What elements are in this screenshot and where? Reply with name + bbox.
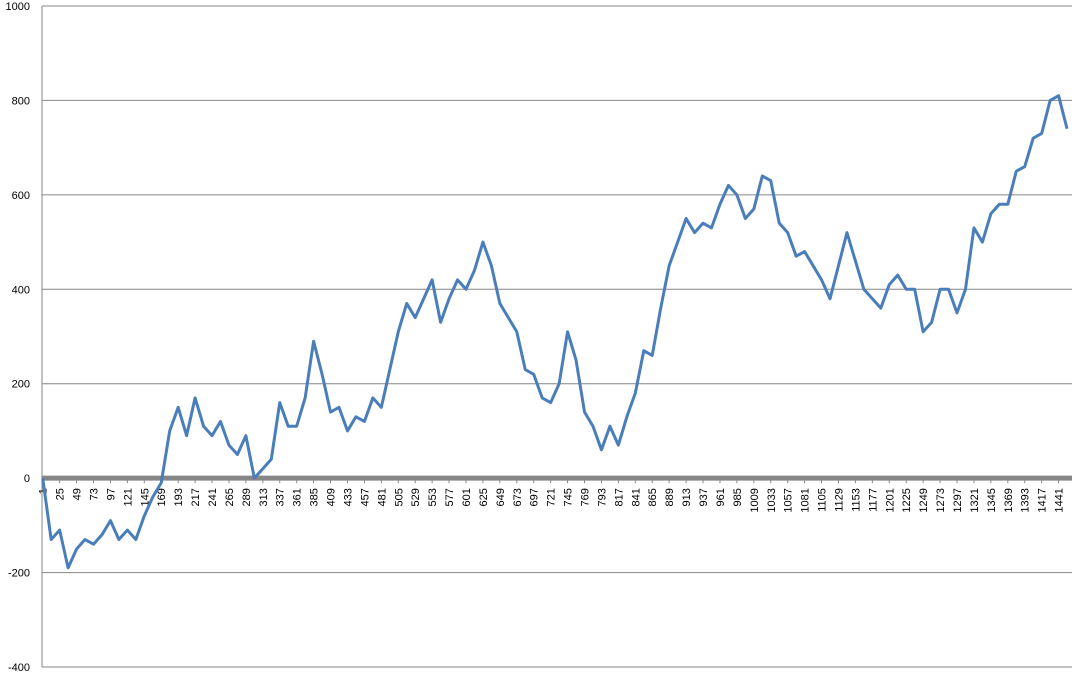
y-tick-label: 800 bbox=[12, 95, 30, 107]
x-tick-label: 889 bbox=[664, 488, 676, 506]
y-tick-label: 200 bbox=[12, 379, 30, 391]
x-tick-label: 121 bbox=[122, 488, 134, 506]
x-tick-label: 961 bbox=[715, 488, 727, 506]
x-tick-label: 817 bbox=[613, 488, 625, 506]
x-tick-label: 601 bbox=[461, 488, 473, 506]
x-tick-label: 649 bbox=[495, 488, 507, 506]
x-tick-label: 1297 bbox=[952, 488, 964, 512]
x-tick-label: 1249 bbox=[918, 488, 930, 512]
x-tick-label: 769 bbox=[580, 488, 592, 506]
x-tick-label: 385 bbox=[309, 488, 321, 506]
x-tick-label: 673 bbox=[512, 488, 524, 506]
x-tick-label: 529 bbox=[410, 488, 422, 506]
x-tick-label: 1153 bbox=[850, 488, 862, 512]
x-tick-label: 1129 bbox=[833, 488, 845, 512]
x-tick-label: 289 bbox=[241, 488, 253, 506]
x-tick-label: 241 bbox=[207, 488, 219, 506]
x-tick-label: 985 bbox=[732, 488, 744, 506]
x-tick-label: 625 bbox=[478, 488, 490, 506]
x-tick-label: 1033 bbox=[766, 488, 778, 512]
x-tick-label: 73 bbox=[89, 488, 101, 500]
x-tick-label: 745 bbox=[563, 488, 575, 506]
x-tick-label: 49 bbox=[72, 488, 84, 500]
y-tick-label: 400 bbox=[12, 284, 30, 296]
x-tick-label: 481 bbox=[376, 488, 388, 506]
x-tick-label: 433 bbox=[342, 488, 354, 506]
x-tick-label: 1321 bbox=[969, 488, 981, 512]
x-tick-label: 913 bbox=[681, 488, 693, 506]
x-tick-label: 1441 bbox=[1054, 488, 1066, 512]
x-tick-label: 457 bbox=[359, 488, 371, 506]
x-tick-label: 169 bbox=[156, 488, 168, 506]
x-tick-label: 1081 bbox=[800, 488, 812, 512]
x-tick-label: 505 bbox=[393, 488, 405, 506]
x-tick-label: 1057 bbox=[783, 488, 795, 512]
x-tick-label: 1009 bbox=[749, 488, 761, 512]
x-tick-label: 1201 bbox=[884, 488, 896, 512]
x-tick-label: 697 bbox=[529, 488, 541, 506]
x-tick-label: 577 bbox=[444, 488, 456, 506]
x-tick-label: 553 bbox=[427, 488, 439, 506]
y-tick-label: 600 bbox=[12, 190, 30, 202]
x-tick-label: 1417 bbox=[1037, 488, 1049, 512]
x-tick-label: 145 bbox=[139, 488, 151, 506]
x-tick-label: 721 bbox=[546, 488, 558, 506]
x-tick-label: 409 bbox=[326, 488, 338, 506]
x-tick-label: 1273 bbox=[935, 488, 947, 512]
x-tick-label: 937 bbox=[698, 488, 710, 506]
y-tick-label: 1000 bbox=[6, 1, 30, 13]
x-tick-label: 1225 bbox=[901, 488, 913, 512]
y-tick-label: -400 bbox=[8, 662, 30, 674]
x-tick-label: 313 bbox=[258, 488, 270, 506]
x-tick-label: 1177 bbox=[867, 488, 879, 512]
x-tick-label: 841 bbox=[630, 488, 642, 506]
y-tick-label: 0 bbox=[24, 473, 30, 485]
x-tick-label: 1345 bbox=[986, 488, 998, 512]
x-tick-label: 865 bbox=[647, 488, 659, 506]
x-tick-label: 193 bbox=[173, 488, 185, 506]
x-tick-label: 1105 bbox=[817, 488, 829, 512]
y-tick-label: -200 bbox=[8, 568, 30, 580]
x-tick-label: 793 bbox=[596, 488, 608, 506]
x-tick-label: 337 bbox=[275, 488, 287, 506]
x-tick-label: 1369 bbox=[1003, 488, 1015, 512]
x-tick-label: 97 bbox=[105, 488, 117, 500]
x-tick-label: 25 bbox=[55, 488, 67, 500]
x-tick-label: 1393 bbox=[1020, 488, 1032, 512]
x-tick-label: 217 bbox=[190, 488, 202, 506]
line-series bbox=[41, 94, 1069, 570]
x-tick-label: 265 bbox=[224, 488, 236, 506]
x-tick-label: 361 bbox=[292, 488, 304, 506]
